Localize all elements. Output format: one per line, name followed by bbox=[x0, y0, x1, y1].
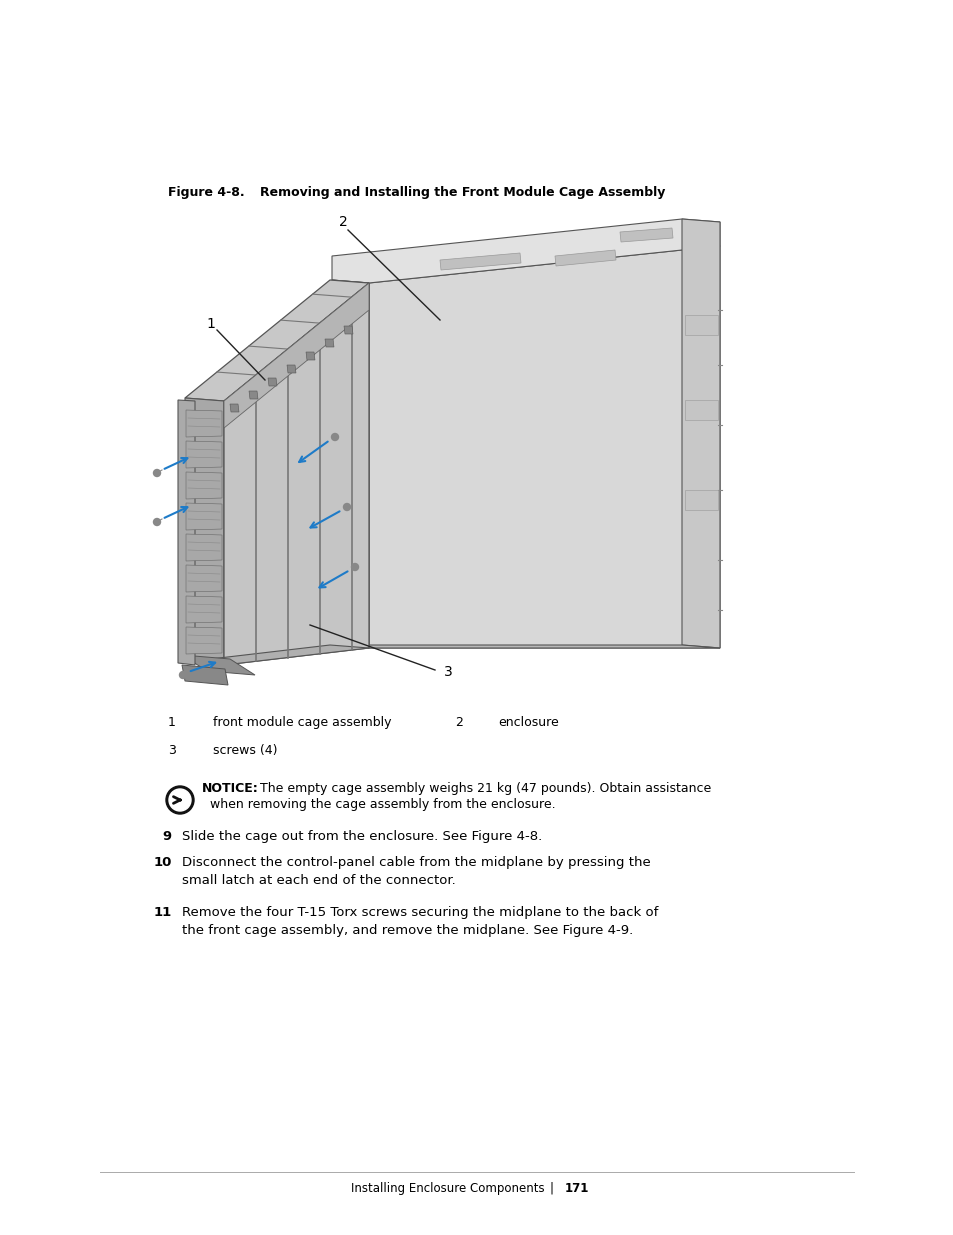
Text: Figure 4-8.: Figure 4-8. bbox=[168, 186, 244, 199]
Text: screws (4): screws (4) bbox=[213, 743, 277, 757]
Polygon shape bbox=[186, 597, 222, 622]
Polygon shape bbox=[186, 472, 222, 499]
Polygon shape bbox=[186, 410, 222, 437]
Polygon shape bbox=[186, 534, 222, 561]
Text: 11: 11 bbox=[153, 906, 172, 919]
Text: Remove the four T-15 Torx screws securing the midplane to the back of: Remove the four T-15 Torx screws securin… bbox=[182, 906, 658, 919]
Text: 9: 9 bbox=[163, 830, 172, 844]
Circle shape bbox=[153, 469, 160, 477]
Text: Disconnect the control-panel cable from the midplane by pressing the: Disconnect the control-panel cable from … bbox=[182, 856, 650, 869]
Polygon shape bbox=[684, 400, 718, 420]
Polygon shape bbox=[684, 490, 718, 510]
Polygon shape bbox=[287, 366, 295, 373]
Circle shape bbox=[169, 789, 191, 811]
Circle shape bbox=[179, 672, 186, 678]
Text: 3: 3 bbox=[443, 664, 453, 679]
Polygon shape bbox=[325, 338, 334, 347]
Polygon shape bbox=[619, 228, 672, 242]
Polygon shape bbox=[185, 645, 369, 664]
Polygon shape bbox=[182, 655, 254, 676]
Polygon shape bbox=[344, 326, 353, 333]
Polygon shape bbox=[268, 378, 276, 387]
Circle shape bbox=[153, 519, 160, 526]
Text: 171: 171 bbox=[564, 1182, 589, 1195]
Polygon shape bbox=[178, 400, 194, 664]
Text: enclosure: enclosure bbox=[497, 716, 558, 729]
Text: when removing the cage assembly from the enclosure.: when removing the cage assembly from the… bbox=[210, 798, 555, 811]
Text: 2: 2 bbox=[338, 215, 347, 228]
Circle shape bbox=[331, 433, 338, 441]
Text: The empty cage assembly weighs 21 kg (47 pounds). Obtain assistance: The empty cage assembly weighs 21 kg (47… bbox=[255, 782, 711, 795]
Polygon shape bbox=[681, 219, 720, 648]
Text: front module cage assembly: front module cage assembly bbox=[213, 716, 391, 729]
Polygon shape bbox=[369, 246, 720, 648]
Polygon shape bbox=[439, 253, 520, 270]
Text: 2: 2 bbox=[455, 716, 462, 729]
Polygon shape bbox=[224, 283, 369, 429]
Polygon shape bbox=[185, 398, 224, 664]
Polygon shape bbox=[186, 564, 222, 592]
Text: NOTICE:: NOTICE: bbox=[202, 782, 258, 795]
Text: small latch at each end of the connector.: small latch at each end of the connector… bbox=[182, 874, 456, 887]
Polygon shape bbox=[182, 664, 228, 685]
Text: |: | bbox=[550, 1182, 554, 1195]
Circle shape bbox=[351, 563, 358, 571]
Polygon shape bbox=[186, 441, 222, 468]
Polygon shape bbox=[555, 249, 616, 266]
Polygon shape bbox=[332, 280, 369, 648]
Text: Installing Enclosure Components: Installing Enclosure Components bbox=[351, 1182, 544, 1195]
Polygon shape bbox=[332, 219, 720, 283]
Text: the front cage assembly, and remove the midplane. See Figure 4-9.: the front cage assembly, and remove the … bbox=[182, 924, 633, 937]
Polygon shape bbox=[684, 315, 718, 335]
Polygon shape bbox=[186, 627, 222, 655]
Text: 3: 3 bbox=[168, 743, 175, 757]
Polygon shape bbox=[230, 404, 239, 412]
Text: Slide the cage out from the enclosure. See Figure 4-8.: Slide the cage out from the enclosure. S… bbox=[182, 830, 541, 844]
Polygon shape bbox=[186, 503, 222, 530]
Polygon shape bbox=[185, 280, 369, 401]
Polygon shape bbox=[224, 283, 369, 664]
Text: Removing and Installing the Front Module Cage Assembly: Removing and Installing the Front Module… bbox=[260, 186, 664, 199]
Text: 1: 1 bbox=[168, 716, 175, 729]
Circle shape bbox=[343, 504, 350, 510]
Circle shape bbox=[166, 785, 193, 814]
Polygon shape bbox=[249, 391, 257, 399]
Text: 10: 10 bbox=[153, 856, 172, 869]
Polygon shape bbox=[332, 645, 720, 648]
Polygon shape bbox=[306, 352, 314, 359]
Text: 1: 1 bbox=[207, 317, 215, 331]
